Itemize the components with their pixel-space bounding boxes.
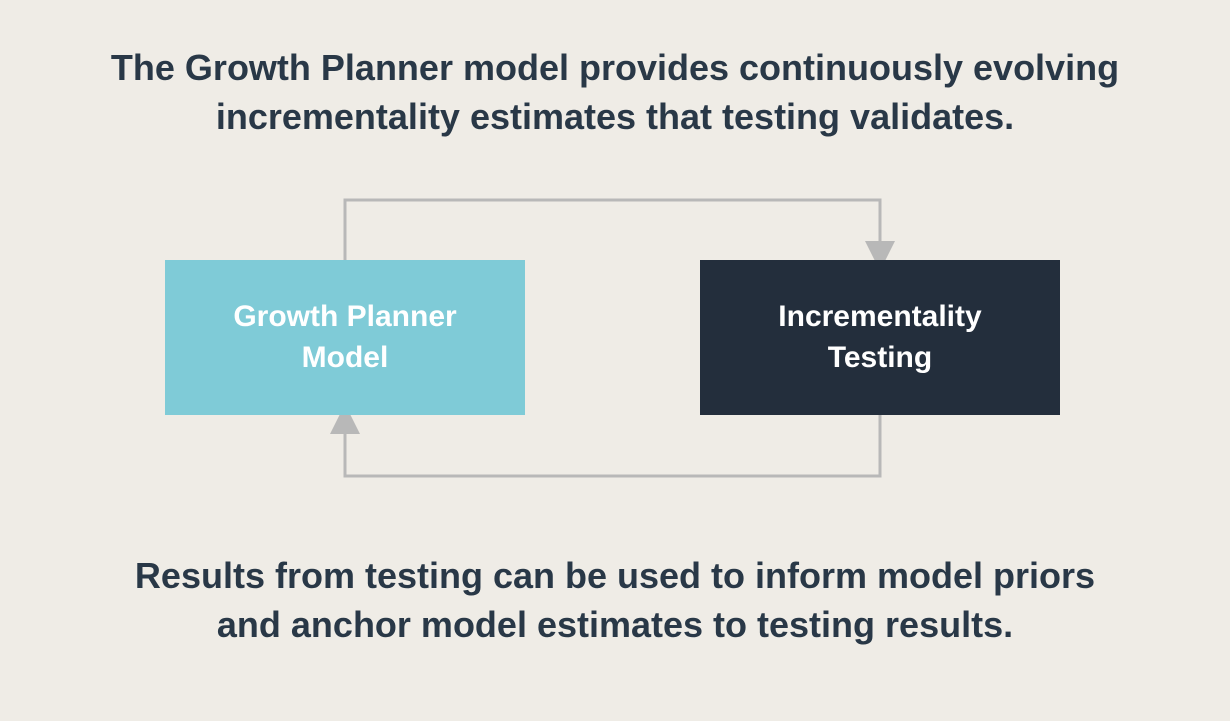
- heading-bottom: Results from testing can be used to info…: [0, 552, 1230, 649]
- box-left-line2: Model: [302, 341, 389, 374]
- box-right-line2: Testing: [828, 341, 932, 374]
- box-left-line1: Growth Planner: [233, 300, 456, 333]
- box-right-line1: Incrementality: [778, 300, 981, 333]
- box-right-label: Incrementality Testing: [778, 297, 981, 378]
- heading-bottom-line1: Results from testing can be used to info…: [135, 555, 1095, 596]
- box-growth-planner-model: Growth Planner Model: [165, 260, 525, 415]
- diagram-canvas: The Growth Planner model provides contin…: [0, 0, 1230, 721]
- heading-bottom-line2: and anchor model estimates to testing re…: [217, 604, 1013, 645]
- arrow-bottom-path: [345, 415, 880, 476]
- box-left-label: Growth Planner Model: [233, 297, 456, 378]
- box-incrementality-testing: Incrementality Testing: [700, 260, 1060, 415]
